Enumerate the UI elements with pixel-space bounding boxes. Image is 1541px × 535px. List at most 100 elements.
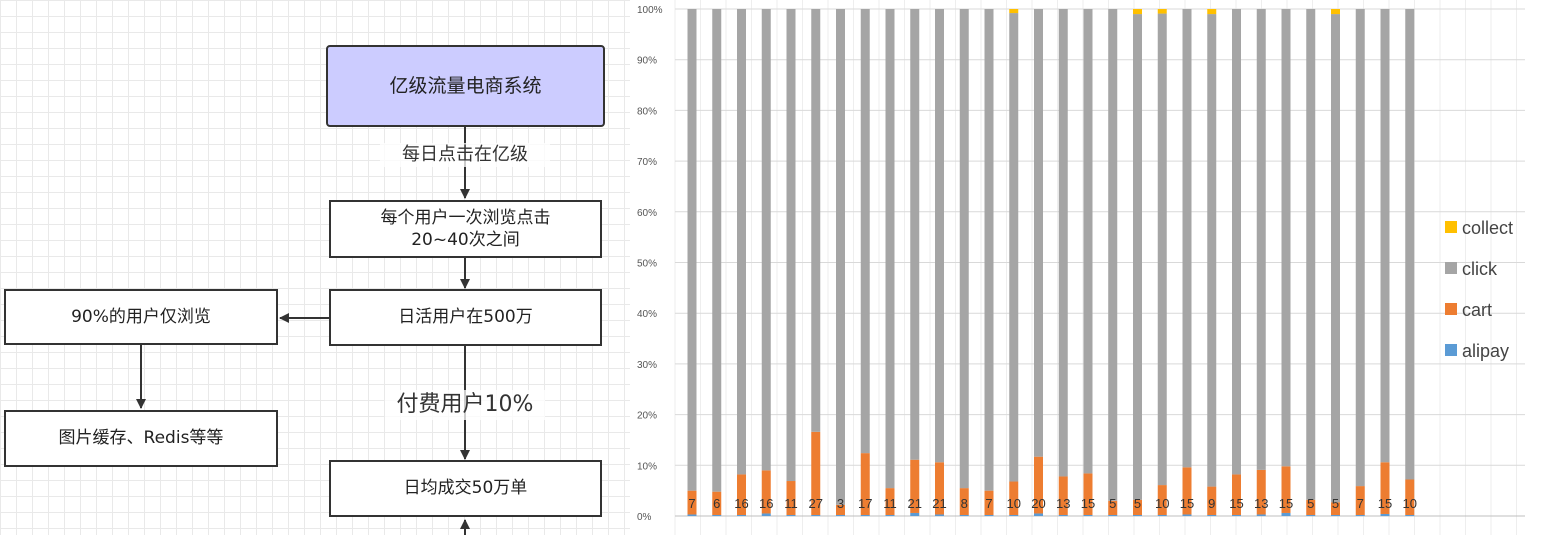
bar-data-label: 15 (1180, 496, 1194, 511)
bar-alipay (860, 514, 870, 516)
y-tick-label: 40% (637, 309, 657, 320)
bar-cart (860, 453, 870, 515)
y-tick-label: 90% (637, 56, 657, 67)
bar-cart (1306, 499, 1316, 515)
bar-click (860, 9, 870, 454)
bar-data-label: 16 (734, 496, 748, 511)
bar-alipay (1207, 514, 1217, 516)
bar-data-label: 10 (1007, 496, 1021, 511)
bar-data-label: 16 (759, 496, 773, 511)
bar-alipay (1133, 514, 1142, 516)
bar-alipay (737, 514, 746, 516)
bar-alipay (1157, 514, 1167, 516)
bar-click (1306, 9, 1316, 500)
bar-alipay (1058, 514, 1068, 516)
node-daily-active-users-label: 日活用户在500万 (398, 307, 533, 327)
node-daily-active-users: 日活用户在500万 (329, 289, 602, 346)
chart-canvas: 0% 10% 20% 30% 40% 50% 60% 70% 80% 90% 100% 7 6 16 16 1… (637, 0, 1525, 535)
bar-cart (1232, 474, 1241, 515)
bar-alipay (959, 514, 969, 516)
bar-cart (761, 470, 771, 514)
bar-alipay (1256, 514, 1266, 516)
bar-data-label: 8 (961, 496, 968, 511)
bar-data-label: 15 (1279, 496, 1293, 511)
bar-data-label: 13 (1254, 496, 1268, 511)
legend-label-collect: collect (1462, 218, 1513, 238)
bar-data-label: 5 (1307, 496, 1314, 511)
y-tick-label: 20% (637, 411, 657, 422)
bar-data-label: 21 (908, 496, 922, 511)
bar-alipay (1034, 513, 1043, 516)
bar-alipay (1380, 513, 1390, 516)
bar-cart (1331, 502, 1340, 515)
edge-label-paying-users: 付费用户10% (385, 390, 545, 420)
y-tick-label: 80% (637, 106, 657, 117)
bar-cart (1034, 456, 1043, 514)
bar-alipay (1182, 514, 1192, 516)
bar-click (1083, 9, 1093, 474)
legend-label-alipay: alipay (1462, 341, 1509, 361)
bar-alipay (761, 513, 771, 516)
bar-data-label: 11 (784, 496, 798, 511)
bar-alipay (885, 514, 895, 516)
bar-click (712, 9, 722, 492)
node-daily-orders: 日均成交50万单 (329, 460, 602, 517)
bar-alipay (712, 514, 722, 516)
bar-collect (1331, 9, 1340, 15)
bar-alipay (984, 514, 994, 516)
bar-alipay (1331, 514, 1340, 516)
bar-collect (1009, 9, 1019, 14)
y-tick-label: 10% (637, 461, 657, 472)
bar-collect (1157, 9, 1167, 14)
bar-data-label: 11 (883, 496, 897, 511)
bar-cart (1405, 479, 1415, 515)
bar-data-label: 13 (1056, 496, 1070, 511)
bar-click (1108, 9, 1118, 501)
bar-cart (1157, 485, 1167, 515)
bar-data-label: 10 (1403, 496, 1417, 511)
bar-data-label: 15 (1081, 496, 1095, 511)
bar-click (1009, 13, 1019, 482)
bar-cart (1058, 476, 1068, 515)
bar-click (935, 9, 944, 463)
bar-cart (811, 431, 821, 515)
bar-collect (1207, 9, 1217, 15)
bar-cart (1009, 481, 1019, 515)
bar-click (836, 9, 845, 505)
y-tick-label: 60% (637, 208, 657, 219)
node-browse-only-users: 90%的用户仅浏览 (4, 289, 278, 345)
bar-click (811, 9, 821, 432)
bar-alipay (687, 514, 697, 516)
bar-data-label: 5 (1109, 496, 1116, 511)
bar-cart (1256, 469, 1266, 515)
bar-alipay (910, 512, 920, 516)
bar-data-label: 7 (688, 496, 695, 511)
bar-click (687, 9, 697, 491)
bar-click (786, 9, 796, 482)
bar-cart (885, 488, 895, 515)
node-image-cache: 图片缓存、Redis等等 (4, 410, 278, 467)
bar-cart (1182, 467, 1192, 515)
y-tick-label: 50% (637, 259, 657, 270)
bar-alipay (1232, 514, 1241, 516)
bar-click (1207, 14, 1217, 487)
bar-click (1133, 14, 1142, 500)
bar-click (1281, 9, 1291, 467)
bar-alipay (811, 514, 821, 516)
node-browse-only-users-label: 90%的用户仅浏览 (71, 306, 211, 327)
bar-data-label: 17 (858, 496, 872, 511)
bar-data-label: 9 (1208, 496, 1215, 511)
bar-cart (786, 481, 796, 515)
y-tick-label: 0% (637, 512, 652, 523)
node-browse-clicks-line2: 20~40次之间 (411, 230, 520, 250)
bar-cart (959, 488, 969, 515)
bar-cart (1380, 462, 1390, 514)
bar-data-label: 20 (1031, 496, 1045, 511)
bar-data-label: 3 (837, 496, 844, 511)
bar-click (1034, 9, 1043, 457)
legend-swatch-alipay (1445, 344, 1457, 356)
bar-data-label: 15 (1378, 496, 1392, 511)
bar-cart (687, 490, 697, 515)
bar-cart (1281, 466, 1291, 513)
bar-data-label: 7 (1357, 496, 1364, 511)
